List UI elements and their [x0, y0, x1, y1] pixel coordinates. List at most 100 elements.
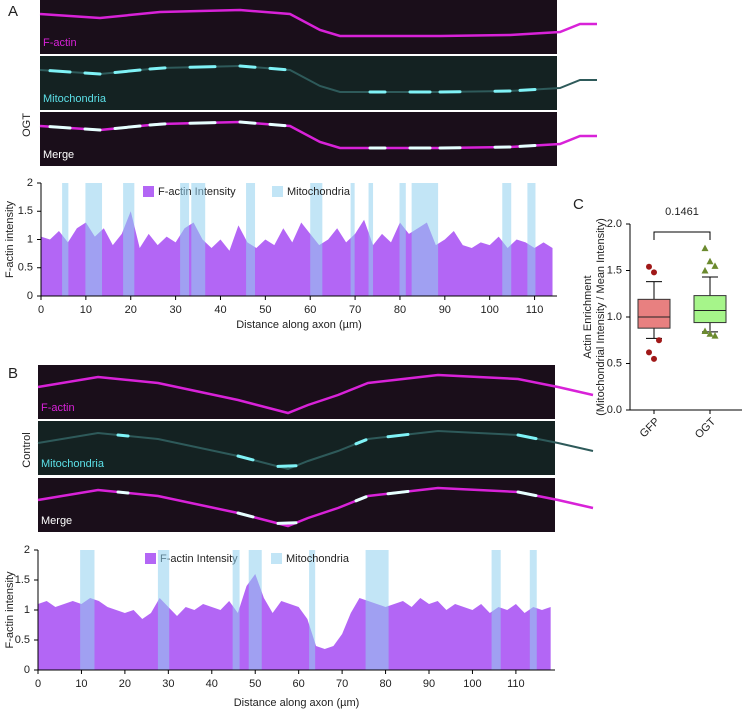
- x-tick-label: 100: [481, 304, 499, 316]
- mito-band: [232, 550, 240, 670]
- x-tick-label: 80: [394, 304, 406, 316]
- legend-swatch: [145, 553, 156, 564]
- mito-band: [527, 183, 536, 296]
- mito-band: [309, 550, 316, 670]
- panel-letter: A: [8, 3, 18, 20]
- x-tick-label: 20: [125, 304, 137, 316]
- mito-signal: [268, 122, 287, 128]
- y-tick-label: 2.0: [607, 218, 622, 230]
- mito-band: [310, 183, 323, 296]
- legend-label: Mitochondria: [287, 186, 351, 198]
- mito-signal: [268, 66, 287, 72]
- channel-label: F-actin: [43, 37, 77, 49]
- mito-band: [246, 183, 256, 296]
- y-tick-label: 1: [24, 604, 30, 616]
- mito-band: [399, 183, 406, 296]
- panel-letter: C: [573, 196, 584, 213]
- mito-signal: [83, 71, 102, 76]
- mito-band: [491, 550, 501, 670]
- significance-bracket: [653, 231, 711, 240]
- axon-signal: [37, 373, 594, 415]
- y-axis-label: F-actin intensity: [4, 200, 16, 278]
- axon-signal: [39, 8, 597, 38]
- x-tick-label: 70: [336, 678, 348, 690]
- channel-label: Mitochondria: [41, 458, 105, 470]
- box: [637, 298, 671, 329]
- x-tick-label: 30: [162, 678, 174, 690]
- x-tick-label: 80: [379, 678, 391, 690]
- mito-band: [80, 550, 95, 670]
- x-tick-label: 50: [249, 678, 261, 690]
- mito-signal: [276, 521, 298, 525]
- y-tick-label: 1.5: [607, 264, 622, 276]
- mito-band: [157, 550, 170, 670]
- y-tick-label: 2: [24, 544, 30, 556]
- legend-swatch: [143, 186, 154, 197]
- x-tick-label: 110: [526, 304, 544, 316]
- y-tick-label: 1: [27, 233, 33, 245]
- x-tick-label: 40: [214, 304, 226, 316]
- y-tick-label: 0: [27, 290, 33, 302]
- micrograph: [40, 56, 557, 110]
- micrograph: [40, 0, 557, 54]
- x-tick-label: 0: [35, 678, 41, 690]
- x-tick-label: 10: [80, 304, 92, 316]
- mito-signal: [116, 433, 130, 438]
- mito-band: [529, 550, 537, 670]
- x-tick-label: 60: [304, 304, 316, 316]
- channel-label: F-actin: [41, 402, 75, 414]
- channel-label: Merge: [43, 149, 74, 161]
- mito-signal: [386, 432, 410, 439]
- channel-label: Merge: [41, 515, 72, 527]
- x-tick-label: 30: [169, 304, 181, 316]
- x-tick-label: 110: [507, 678, 525, 690]
- outlier: [646, 263, 652, 270]
- y-axis-label: F-actin intensity: [4, 571, 16, 649]
- area: [38, 574, 551, 670]
- mito-signal: [386, 489, 410, 496]
- p-value: 0.1461: [665, 206, 699, 218]
- x-tick-label: 50: [259, 304, 271, 316]
- mito-signal: [48, 69, 72, 74]
- mito-signal: [516, 433, 538, 441]
- mito-signal: [188, 121, 217, 125]
- mito-signal: [238, 120, 257, 125]
- x-tick-label: 60: [293, 678, 305, 690]
- mito-signal: [236, 454, 255, 462]
- x-tick-label: 100: [463, 678, 481, 690]
- mito-band: [85, 183, 103, 296]
- y-axis-label: (Mitochondrial Intensity / Mean Intensit…: [595, 218, 607, 415]
- mito-signal: [148, 66, 167, 71]
- x-tick-label: 70: [349, 304, 361, 316]
- mito-signal: [83, 127, 102, 132]
- outlier: [701, 267, 709, 274]
- mito-signal: [518, 88, 537, 92]
- area: [41, 211, 553, 296]
- mito-signal: [354, 495, 368, 503]
- y-tick-label: 2: [27, 177, 33, 189]
- mito-band: [368, 183, 374, 296]
- outlier: [646, 349, 652, 356]
- mito-band: [365, 550, 389, 670]
- outlier: [706, 330, 714, 337]
- channel-label: Mitochondria: [43, 93, 107, 105]
- mito-band: [411, 183, 439, 296]
- x-axis-label: Distance along axon (µm): [234, 697, 360, 709]
- y-axis-label: Actin Enrichment: [582, 275, 594, 358]
- y-tick-label: 0.5: [607, 357, 622, 369]
- condition-label: OGT: [21, 113, 33, 137]
- outlier: [651, 355, 657, 362]
- y-tick-label: 1.5: [15, 574, 30, 586]
- outlier: [706, 257, 714, 265]
- y-tick-label: 1.5: [18, 205, 33, 217]
- y-tick-label: 0.5: [15, 634, 30, 646]
- mito-band: [191, 183, 206, 296]
- mito-band: [502, 183, 512, 296]
- mito-band: [248, 550, 262, 670]
- mito-signal: [113, 124, 142, 130]
- x-tick-label: 20: [119, 678, 131, 690]
- x-tick-label: 90: [439, 304, 451, 316]
- mito-signal: [113, 68, 142, 74]
- mito-signal: [516, 490, 538, 498]
